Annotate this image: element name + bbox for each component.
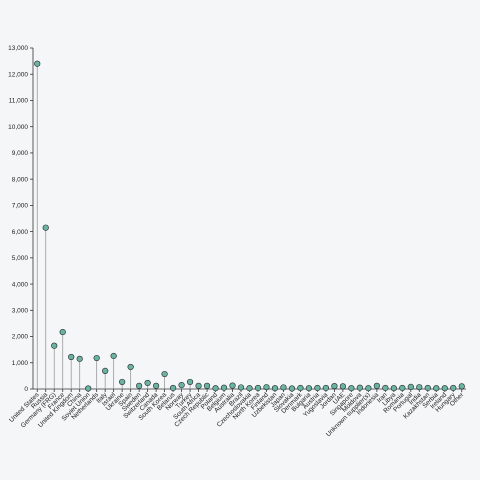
dot — [136, 382, 143, 389]
dot — [305, 385, 313, 392]
dot — [373, 382, 380, 389]
dot — [161, 370, 168, 378]
dot — [322, 384, 330, 392]
y-tick-label: 7,000 — [12, 203, 29, 210]
dot — [51, 342, 58, 349]
dot — [271, 385, 279, 392]
dot — [220, 384, 228, 391]
dot — [76, 355, 83, 362]
dot — [288, 385, 296, 392]
dot — [348, 385, 355, 392]
y-tick-label: 6,000 — [12, 229, 29, 236]
dot — [450, 384, 457, 392]
y-tick-label: 3,000 — [12, 308, 29, 315]
dot — [297, 384, 304, 392]
dot — [458, 383, 465, 390]
y-tick-label: 9,000 — [12, 150, 29, 157]
dot — [229, 382, 236, 389]
dot — [339, 383, 346, 390]
y-tick-label: 5,000 — [12, 255, 29, 262]
y-tick-label: 1,000 — [12, 360, 29, 367]
dot — [203, 382, 211, 389]
dot — [382, 384, 389, 392]
dot — [407, 383, 414, 391]
dot — [42, 224, 49, 231]
dot — [263, 384, 270, 391]
dot — [93, 354, 100, 362]
dot — [127, 363, 134, 371]
y-tick-label: 10,000 — [8, 124, 28, 131]
dot — [169, 384, 177, 392]
dot — [59, 328, 66, 336]
y-tick-label: 0 — [24, 386, 28, 393]
y-tick-label: 4,000 — [12, 281, 29, 288]
dot — [280, 384, 287, 391]
y-tick-label: 13,000 — [8, 45, 28, 52]
dot — [433, 385, 440, 392]
dot — [441, 385, 448, 392]
dot — [237, 384, 245, 391]
y-tick-label: 8,000 — [12, 176, 29, 183]
dot — [186, 378, 194, 386]
dot — [68, 353, 75, 361]
dot — [390, 385, 397, 392]
y-tick-label: 11,000 — [9, 98, 29, 105]
dot — [416, 384, 423, 391]
dot — [399, 384, 406, 392]
dot — [144, 379, 151, 387]
dot — [314, 384, 321, 392]
dot — [153, 382, 160, 389]
dot — [102, 367, 109, 375]
dot — [246, 385, 253, 392]
y-tick-label: 2,000 — [12, 334, 29, 341]
dot — [331, 383, 338, 390]
dot — [195, 382, 202, 389]
dot — [424, 384, 431, 392]
dot — [178, 381, 185, 389]
dot — [85, 385, 92, 392]
dot — [119, 378, 126, 386]
dot — [356, 384, 363, 391]
y-tick-label: 12,000 — [8, 71, 28, 78]
dot — [212, 385, 219, 392]
dot — [365, 385, 372, 392]
dot — [34, 60, 41, 67]
dot — [110, 352, 117, 360]
dot — [254, 384, 262, 392]
